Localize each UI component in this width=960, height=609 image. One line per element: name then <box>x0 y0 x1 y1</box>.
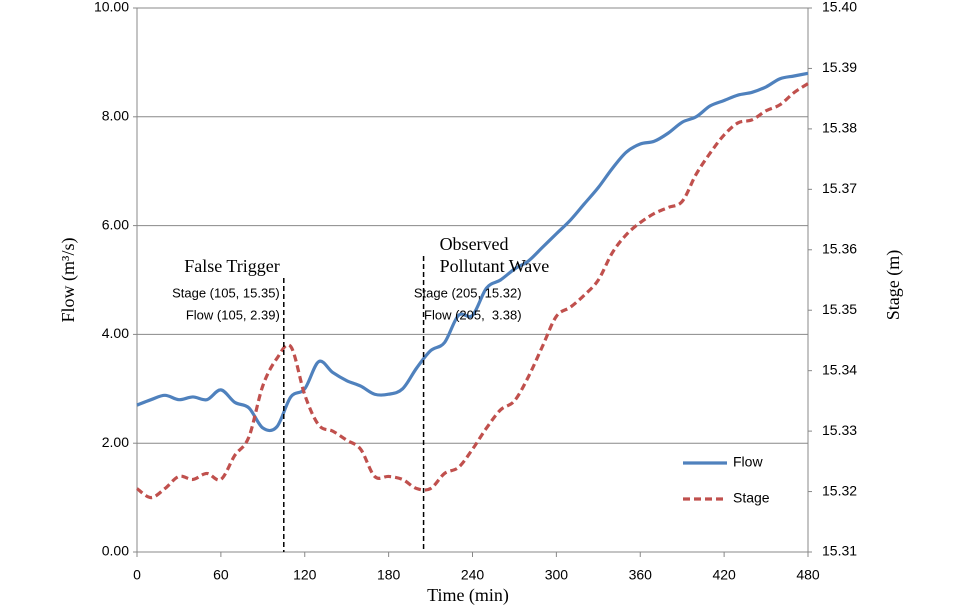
annotation-text: Flow (105, 2.39) <box>186 307 280 322</box>
y-tick-label: 2.00 <box>102 434 129 450</box>
x-tick-label: 60 <box>213 567 229 583</box>
y2-tick-label: 15.38 <box>822 120 857 136</box>
annotation-text: Flow (205, 3.38) <box>424 307 522 322</box>
y-axis-title: Flow (m³/s) <box>58 238 79 323</box>
x-tick-label: 360 <box>629 567 653 583</box>
series-line <box>136 82 809 500</box>
annotation-title: Pollutant Wave <box>440 256 550 276</box>
annotation-text: Stage (205, 15.32) <box>414 285 522 300</box>
x-tick-label: 180 <box>377 567 401 583</box>
annotation-text: Stage (105, 15.35) <box>172 285 280 300</box>
annotation-title: Observed <box>440 234 509 254</box>
y-tick-label: 6.00 <box>102 216 129 232</box>
legend-label: Flow <box>733 454 763 470</box>
y2-tick-label: 15.32 <box>822 482 857 498</box>
y2-tick-label: 15.33 <box>822 422 857 438</box>
x-tick-label: 120 <box>293 567 317 583</box>
y2-axis-title: Stage (m) <box>883 250 904 320</box>
y2-tick-label: 15.40 <box>822 0 857 15</box>
x-tick-label: 0 <box>133 567 141 583</box>
legend-label: Stage <box>733 490 770 506</box>
y2-tick-label: 15.37 <box>822 180 857 196</box>
y2-tick-label: 15.34 <box>822 361 857 377</box>
x-tick-label: 480 <box>796 567 820 583</box>
y2-tick-label: 15.36 <box>822 240 857 256</box>
y2-tick-label: 15.31 <box>822 543 857 559</box>
y2-tick-label: 15.35 <box>822 301 857 317</box>
y-tick-label: 8.00 <box>102 108 129 124</box>
x-tick-label: 240 <box>461 567 485 583</box>
annotation-title: False Trigger <box>184 256 280 276</box>
x-tick-label: 420 <box>712 567 736 583</box>
y-tick-label: 10.00 <box>94 0 129 15</box>
y-tick-label: 0.00 <box>102 543 129 559</box>
y2-tick-label: 15.39 <box>822 59 857 75</box>
series-line <box>136 71 809 433</box>
y-tick-label: 4.00 <box>102 325 129 341</box>
x-tick-label: 300 <box>545 567 569 583</box>
x-axis-title: Time (min) <box>427 585 509 606</box>
